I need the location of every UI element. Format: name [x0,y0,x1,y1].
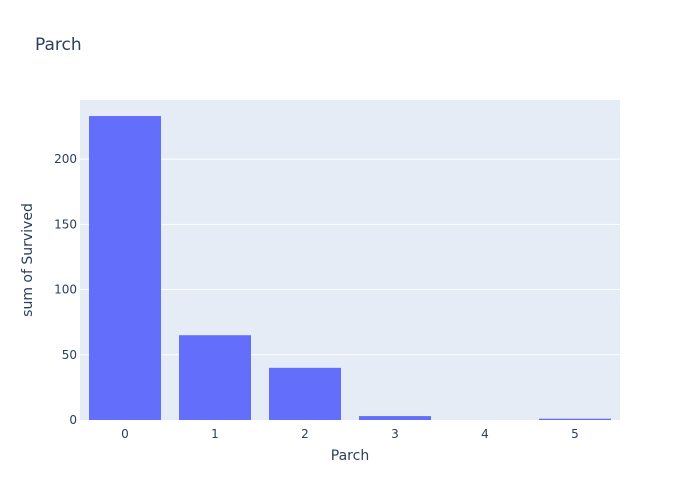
bars [89,116,611,421]
bar-1[interactable] [179,335,251,420]
x-tick-label: 5 [571,427,579,441]
x-tick-label: 4 [481,427,489,441]
bar-2[interactable] [269,367,341,420]
bar-3[interactable] [359,416,431,420]
y-axis-title: sum of Survived [20,203,36,317]
x-axis-title: Parch [331,448,369,464]
y-tick-label: 200 [54,152,77,166]
plot-background [80,100,620,420]
x-tick-label: 2 [301,427,309,441]
y-tick-label: 0 [69,413,77,427]
bar-5[interactable] [539,418,611,420]
x-tick-label: 0 [121,427,129,441]
gridlines [80,158,620,356]
y-axis-ticks: 0 50 100 150 200 [54,152,77,427]
x-tick-label: 1 [211,427,219,441]
x-axis-ticks: 0 1 2 3 4 5 [121,427,579,441]
bar-0[interactable] [89,116,161,421]
chart-title: Parch [35,35,82,55]
y-tick-label: 150 [54,217,77,231]
y-tick-label: 50 [62,348,77,362]
x-tick-label: 3 [391,427,399,441]
y-tick-label: 100 [54,283,77,297]
